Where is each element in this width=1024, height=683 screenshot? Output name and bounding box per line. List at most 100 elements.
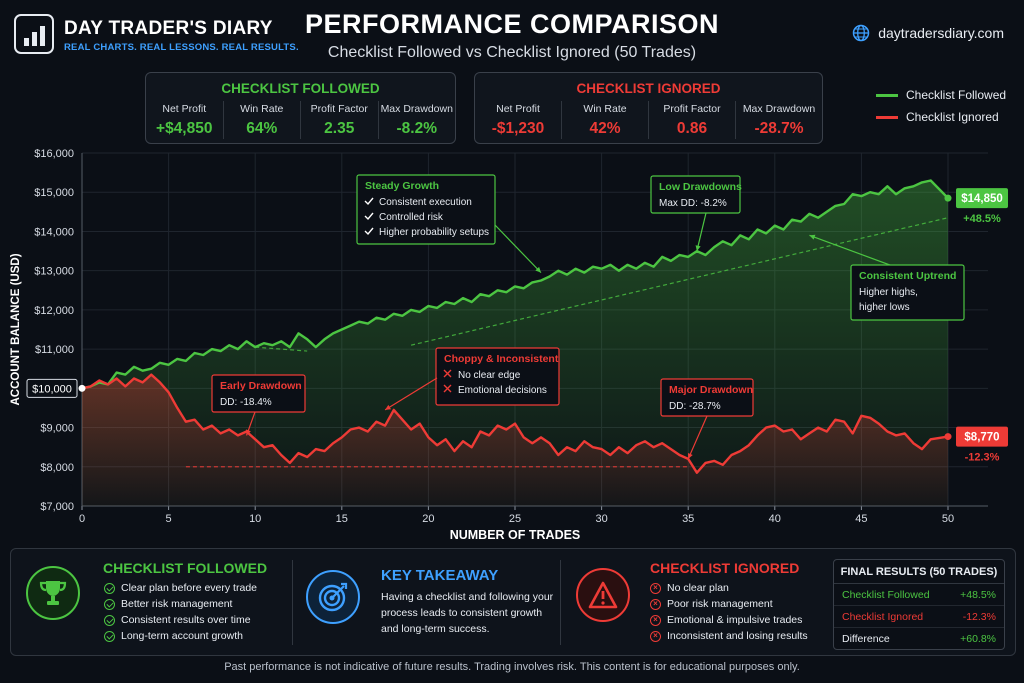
stat-value: -$1,230 (491, 120, 545, 137)
annotation-title: Major Drawdown (669, 384, 753, 396)
brand-tagline: REAL CHARTS. REAL LESSONS. REAL RESULTS. (64, 42, 299, 53)
legend-item-ignored: Checklist Ignored (876, 110, 1006, 124)
y-tick-label: $11,000 (35, 344, 74, 356)
list-item: × No clear plan (650, 580, 808, 596)
annotation-text: Controlled risk (379, 212, 444, 223)
brand-name: DAY TRADER'S DIARY (64, 18, 273, 39)
x-tick-label: 25 (509, 513, 521, 525)
x-tick-label: 10 (249, 513, 261, 525)
annotation-box (650, 175, 741, 214)
y-tick-label: $12,000 (34, 305, 74, 317)
annotation-text: Emotional decisions (458, 385, 547, 396)
row-label: Checklist Ignored (842, 610, 924, 623)
y-tick-label: $7,000 (40, 501, 74, 513)
annotation-arrowhead (809, 234, 816, 240)
series-area (82, 374, 948, 506)
stat-label: Max Drawdown (742, 103, 816, 115)
stat-value: 42% (589, 120, 621, 137)
annotation-arrowhead (245, 429, 251, 436)
final-results-title: FINAL RESULTS (50 TRADES) (834, 560, 1004, 584)
annotation-text: Consistent execution (379, 197, 472, 208)
ignored-stats-title: CHECKLIST IGNORED (576, 81, 721, 96)
stat-label: Net Profit (496, 103, 540, 115)
annotation-lowdd: Low Drawdowns Max DD: -8.2% (650, 175, 742, 252)
legend-label: Checklist Followed (906, 88, 1007, 102)
x-axis-label: NUMBER OF TRADES (450, 528, 581, 542)
x-tick-label: 50 (942, 513, 954, 525)
y-tick-label: $8,000 (40, 462, 74, 474)
final-results-table: FINAL RESULTS (50 TRADES) Checklist Foll… (833, 559, 1005, 650)
list-item-text: Consistent results over time (121, 614, 251, 626)
stat-value: 64% (246, 120, 278, 137)
brand-logo-icon (14, 14, 54, 54)
check-icon (364, 212, 374, 221)
divider (292, 560, 293, 645)
y-axis-label: ACCOUNT BALANCE (USD) (10, 253, 22, 405)
ignored-list: × No clear plan × Poor risk management × Em… (650, 580, 808, 644)
check-icon (364, 227, 374, 236)
x-circle-icon: × (650, 598, 661, 610)
globe-icon (852, 24, 870, 42)
annotation-text: Higher probability setups (379, 227, 489, 238)
annotation-arrow (696, 212, 707, 252)
x-tick-label: 0 (79, 513, 85, 525)
stat-value: -8.2% (396, 120, 438, 137)
check-circle-icon (104, 614, 115, 626)
row-value: -12.3% (962, 610, 996, 623)
row-value: +48.5% (960, 588, 996, 601)
y-tick-label: $9,000 (40, 423, 74, 435)
followed-stats-title: CHECKLIST FOLLOWED (221, 81, 380, 96)
x-tick-label: 20 (422, 513, 434, 525)
annotation-uptrend: Consistent Uptrend Higher highs, higher lo… (809, 234, 965, 321)
site-link[interactable]: daytradersdiary.com (852, 24, 1004, 42)
takeaway-text: Having a checklist and following your pr… (381, 589, 553, 637)
bottom-ignored-title: CHECKLIST IGNORED (650, 560, 800, 576)
annotation-text: DD: -18.4% (220, 397, 272, 408)
list-item-text: No clear plan (667, 582, 729, 594)
series-area (82, 180, 948, 506)
annotation-steady: Steady Growth Consistent execution Control… (356, 174, 542, 274)
takeaway-line: Having a checklist and following your (381, 591, 554, 603)
list-item-text: Poor risk management (667, 598, 773, 610)
annotation-title: Early Drawdown (220, 380, 302, 392)
stat-value: 2.35 (324, 120, 355, 137)
page-title: PERFORMANCE COMPARISON (304, 9, 719, 39)
stat-label: Win Rate (240, 103, 284, 115)
end-change-label: +48.5% (963, 213, 1001, 225)
stat-value: -28.7% (754, 120, 804, 137)
takeaway-line: process leads to consistent growth (381, 607, 543, 619)
y-tick-label: $14,000 (34, 226, 74, 238)
target-icon (306, 570, 360, 624)
end-value-label: $14,850 (961, 193, 1003, 205)
start-label: $10,000 (32, 383, 72, 395)
stat-label: Win Rate (583, 103, 627, 115)
x-circle-icon: × (650, 582, 661, 594)
warning-icon (576, 568, 630, 622)
y-tick-label: $13,000 (34, 266, 74, 278)
check-circle-icon (104, 598, 115, 610)
stat-label: Profit Factor (310, 103, 368, 115)
annotation-box (435, 347, 560, 406)
annotation-title: Low Drawdowns (659, 181, 742, 193)
check-circle-icon (104, 582, 115, 594)
end-value-badge (956, 426, 1008, 447)
list-item: Clear plan before every trade (104, 580, 257, 596)
x-tick-label: 45 (855, 513, 867, 525)
list-item: Consistent results over time (104, 612, 257, 628)
x-icon (443, 369, 452, 378)
table-row: Checklist Followed +48.5% (834, 584, 1004, 606)
list-item: × Emotional & impulsive trades (650, 612, 808, 628)
row-value: +60.8% (960, 633, 996, 645)
start-point (78, 384, 86, 392)
annotation-majordd: Major Drawdown DD: -28.7% (660, 378, 754, 460)
x-tick-label: 15 (336, 513, 348, 525)
annotation-arrowhead (695, 245, 701, 252)
annotation-arrow (384, 377, 438, 411)
list-item-text: Clear plan before every trade (121, 582, 257, 594)
series-end-point (944, 194, 952, 202)
stat-value: 0.86 (676, 120, 708, 137)
x-tick-label: 30 (595, 513, 607, 525)
legend-item-followed: Checklist Followed (876, 88, 1006, 102)
table-row: Checklist Ignored -12.3% (834, 606, 1004, 628)
annotation-box (850, 264, 965, 321)
